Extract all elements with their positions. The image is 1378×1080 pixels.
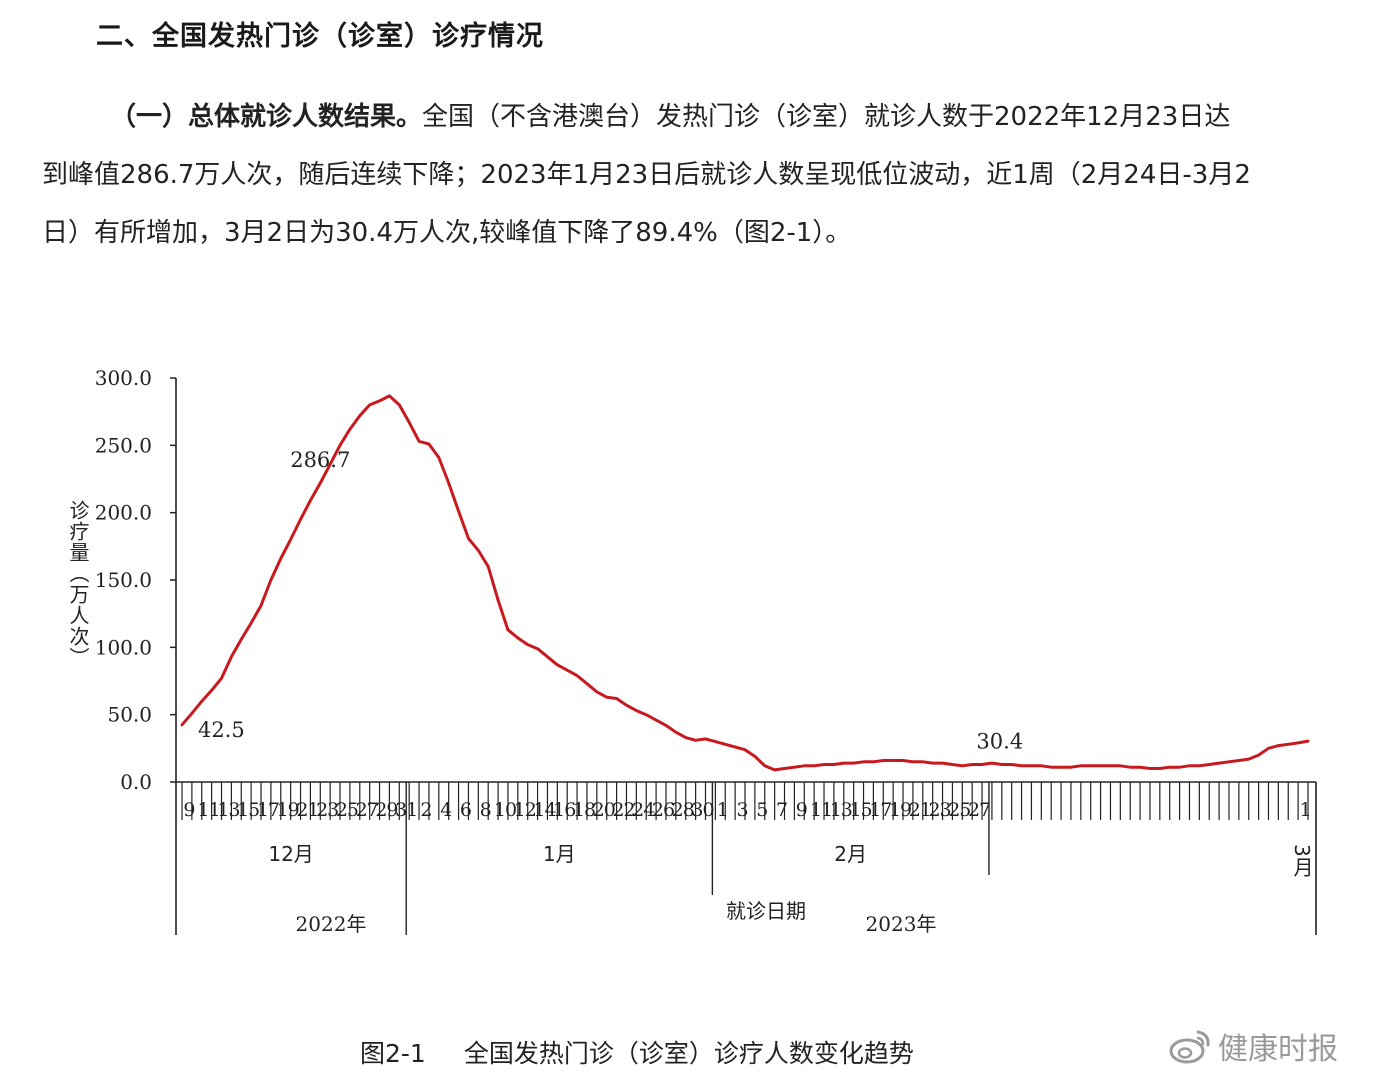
x-tick-label: 19: [277, 799, 299, 821]
x-tick-label: 30: [691, 799, 713, 821]
y-tick-label: 150.0: [95, 568, 152, 592]
x-tick-label: 5: [756, 799, 767, 821]
y-tick-label: 100.0: [95, 635, 152, 659]
x-tick-label: 2: [420, 799, 431, 821]
x-tick-label: 22: [612, 799, 634, 821]
x-tick-label: 23: [316, 799, 338, 821]
data-label: 30.4: [976, 729, 1023, 753]
series-line: [180, 394, 1310, 772]
x-tick-label: 14: [533, 799, 556, 821]
x-tick-label: 18: [573, 799, 595, 821]
data-label: 286.7: [290, 448, 350, 472]
paragraph-lead: （一）总体就诊人数结果。: [110, 102, 423, 132]
x-tick-label: 7: [776, 799, 787, 821]
section-heading: 二、全国发热门诊（诊室）诊疗情况: [96, 21, 544, 52]
x-tick-label: 27: [356, 799, 378, 821]
x-tick-label: 4: [440, 799, 452, 821]
x-tick-label: 13: [830, 799, 852, 821]
x-tick-label: 21: [909, 799, 931, 821]
figure-caption: 图2-1 全国发热门诊（诊室）诊疗人数变化趋势: [360, 1034, 914, 1070]
x-tick-label: 12: [514, 799, 536, 821]
x-tick-label: 1: [717, 799, 728, 821]
x-tick-label: 29: [375, 799, 397, 821]
y-tick-label: 0.0: [120, 770, 152, 794]
y-axis-label: 诊疗量（万人次）: [66, 500, 90, 668]
paragraph-line-3: 日）有所增加，3月2日为30.4万人次,较峰值下降了89.4%（图2-1）。: [42, 218, 852, 248]
x-tick-label: 26: [652, 799, 674, 821]
x-tick-label: 11: [810, 799, 832, 821]
x-tick-label: 1: [1299, 799, 1310, 821]
x-tick-label: 17: [869, 799, 891, 821]
x-tick-label: 20: [593, 799, 615, 821]
series-lines: [180, 394, 1310, 772]
paragraph-line1-text: 全国（不含港澳台）发热门诊（诊室）就诊人数于2022年12月23日达: [422, 102, 1231, 132]
x-tick-label: 19: [889, 799, 911, 821]
x-tick-label: 27: [968, 799, 990, 821]
figure-title: 全国发热门诊（诊室）诊疗人数变化趋势: [463, 1039, 914, 1068]
x-tick-label: 28: [672, 799, 694, 821]
x-tick-label: 9: [183, 799, 194, 821]
x-tick-label: 3: [736, 799, 747, 821]
x-tick-label: 23: [928, 799, 950, 821]
x-tick-label: 24: [632, 799, 655, 821]
x-tick-label: 8: [480, 799, 491, 821]
x-tick-label: 17: [257, 799, 279, 821]
summary-paragraph: （一）总体就诊人数结果。全国（不含港澳台）发热门诊（诊室）就诊人数于2022年1…: [42, 88, 1342, 262]
month-label: 3月: [1290, 844, 1314, 877]
y-tick-label: 250.0: [95, 433, 152, 457]
year-label: 2022年: [296, 912, 367, 936]
x-tick-label: 21: [296, 799, 318, 821]
year-label: 2023年: [866, 912, 937, 936]
data-label: 42.5: [198, 718, 245, 742]
data-labels: 286.7 42.5 30.4: [198, 448, 1023, 753]
x-tick-label: 25: [948, 799, 970, 821]
chart-axes: [175, 378, 1317, 935]
x-tick-label: 15: [849, 799, 871, 821]
figure-number: 图2-1: [360, 1039, 426, 1068]
x-tick-label: 25: [336, 799, 358, 821]
watermark-text: 健康时报: [1218, 1032, 1338, 1067]
x-tick-label: 11: [198, 799, 220, 821]
y-tick-label: 300.0: [95, 366, 152, 390]
x-axis-label: 就诊日期: [726, 899, 806, 923]
x-tick-label: 15: [237, 799, 259, 821]
x-tick-label: 10: [494, 799, 516, 821]
month-label: 12月: [268, 842, 313, 866]
y-tick-label: 50.0: [107, 703, 152, 727]
x-tick-label: 9: [796, 799, 807, 821]
y-tick-label: 200.0: [95, 501, 152, 525]
x-tick-label: 16: [553, 799, 575, 821]
weibo-logo-icon: [1169, 1030, 1210, 1064]
x-tick-label: 6: [460, 799, 471, 821]
x-tick-label: 13: [217, 799, 239, 821]
month-label: 1月: [543, 842, 576, 866]
paragraph-line-1: （一）总体就诊人数结果。全国（不含港澳台）发热门诊（诊室）就诊人数于2022年1…: [42, 88, 1342, 146]
month-label: 2月: [834, 842, 867, 866]
paragraph-line-2: 到峰值286.7万人次，随后连续下降；2023年1月23日后就诊人数呈现低位波动…: [42, 160, 1251, 190]
y-axis-ticks: 0.0 50.0 100.0 150.0 200.0 250.0 300.0 诊疗量（万人次）: [66, 366, 176, 794]
watermark: 健康时报: [1168, 1024, 1338, 1068]
